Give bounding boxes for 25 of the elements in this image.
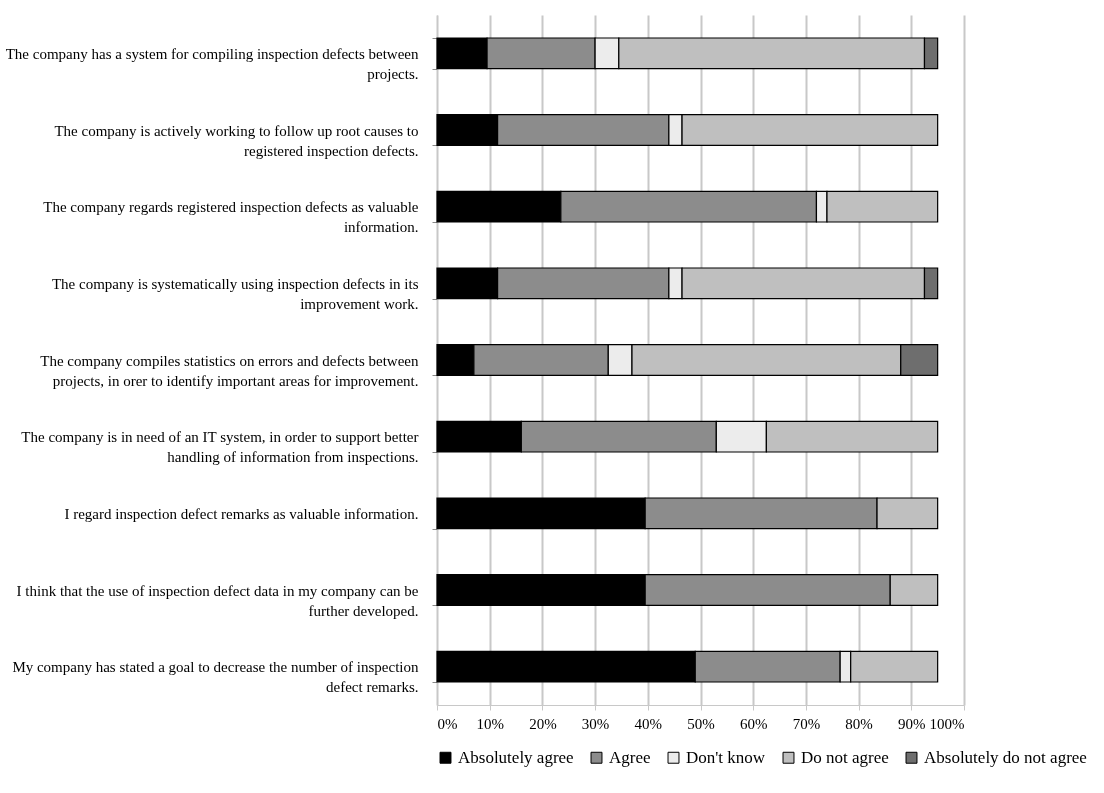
x-tick-label: 0% [437, 715, 458, 732]
y-tick-label: The company is systematically using inspection defects in its improvement work. [51, 275, 419, 312]
y-tick-label: The company is in need of an IT system, in order to support better handling of information from inspections. [21, 429, 419, 466]
x-tick-label: 50% [687, 715, 715, 732]
x-tick-label: 70% [792, 715, 821, 732]
y-tick-label: I regard inspection defect remarks as valuable information. [64, 505, 419, 522]
x-tick-label: 40% [634, 715, 663, 732]
x-tick-label: 60% [739, 715, 768, 732]
x-tick-label: 10% [476, 715, 504, 732]
legend-label: Agree [609, 747, 651, 767]
y-tick-label: I think that the use of inspection defect data in my company can be further developed. [16, 582, 419, 619]
y-tick-label: My company has stated a goal to decrease the number of inspection defect remarks. [12, 659, 419, 696]
x-tick-label: 80% [845, 715, 873, 732]
legend-label: Absolutely agree [458, 747, 574, 767]
y-tick-label: The company regards registered inspection defects as valuable information. [43, 199, 419, 236]
x-tick-label: 20% [529, 715, 557, 732]
legend-label: Do not agree [801, 747, 889, 767]
x-tick-label: 90% [898, 715, 926, 732]
y-tick-label: The company compiles statistics on errors and defects between projects, in orer to identify important areas for improvement. [40, 352, 419, 389]
y-tick-label: The company is actively working to follow up root causes to registered inspection defects. [54, 122, 419, 159]
x-tick-label: 100% [929, 715, 965, 732]
legend-label: Don't know [686, 747, 766, 767]
y-tick-label: The company has a system for compiling inspection defects between projects. [5, 45, 419, 82]
legend-label: Absolutely do not agree [924, 747, 1087, 767]
x-tick-label: 30% [581, 715, 610, 732]
